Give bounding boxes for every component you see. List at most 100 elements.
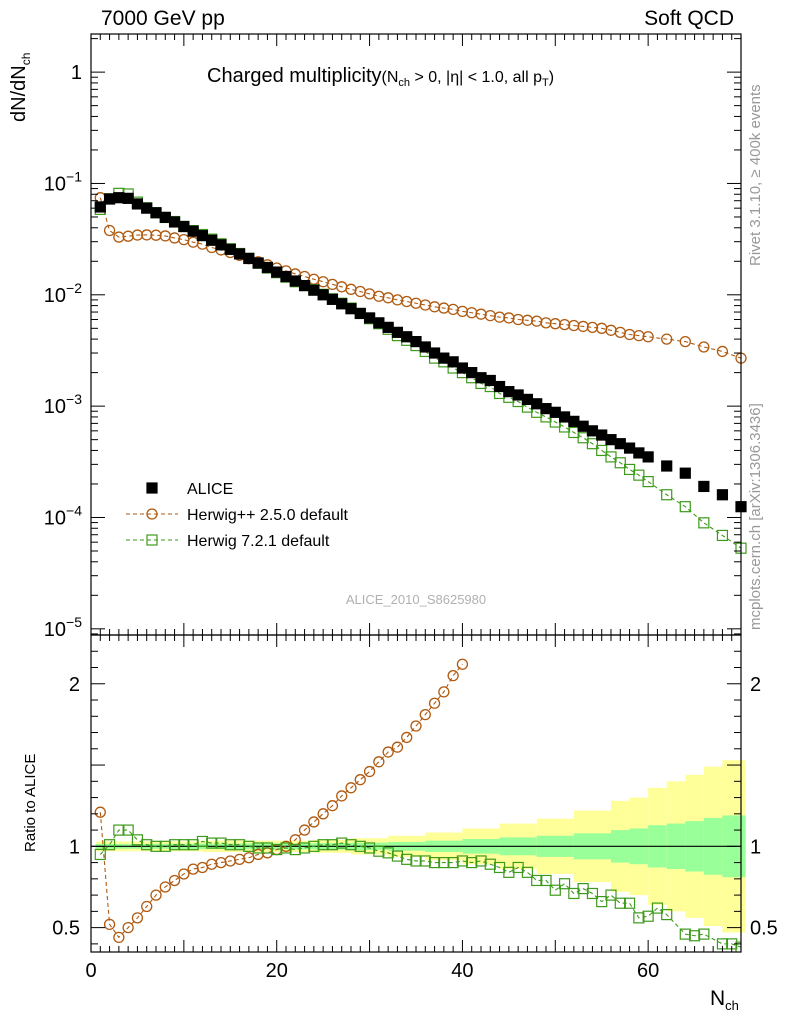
alice-point bbox=[336, 298, 348, 310]
herwigpp-ratio-point bbox=[113, 931, 125, 944]
alice-point bbox=[178, 220, 190, 233]
alice-point bbox=[94, 201, 106, 213]
alice-point bbox=[271, 266, 283, 278]
herwig7-ratio-point bbox=[428, 856, 441, 869]
alice-point bbox=[512, 389, 524, 401]
chart-title-suffix: (Nch > 0, |η| < 1.0, all pT) bbox=[381, 69, 555, 90]
herwigpp-point bbox=[642, 331, 654, 343]
alice-point bbox=[215, 239, 227, 251]
alice-point bbox=[243, 252, 255, 265]
alice-point bbox=[577, 420, 589, 432]
alice-point bbox=[141, 202, 153, 214]
alice-point bbox=[623, 442, 636, 454]
alice-point bbox=[131, 198, 144, 210]
herwig7-ratio-point bbox=[243, 840, 255, 852]
herwig7-ratio-point bbox=[196, 835, 209, 848]
alice-point bbox=[280, 270, 292, 283]
tick-labels: 0 20 40 60 1 10−1 10−2 10−3 10−4 10−5 0.5 0.5 1 1 2 2 bbox=[44, 62, 778, 982]
herwig7-ratio-point bbox=[484, 858, 496, 870]
herwig7-ratio-point bbox=[698, 928, 710, 940]
herwigpp-ratio-point bbox=[401, 731, 413, 744]
herwigpp-line bbox=[99, 197, 742, 359]
herwig7-ratio-point bbox=[735, 941, 741, 952]
herwig7-ratio-point bbox=[215, 837, 227, 849]
herwig7-ratio-point bbox=[558, 878, 571, 890]
herwig7-ratio-point bbox=[317, 839, 329, 851]
alice-point bbox=[503, 386, 515, 398]
alice-point bbox=[159, 211, 171, 223]
herwigpp-ratio-point bbox=[326, 800, 339, 812]
herwig7-point bbox=[633, 469, 645, 481]
herwigpp-point bbox=[716, 345, 729, 358]
herwig7-ratio-point bbox=[679, 928, 691, 940]
herwig7-ratio-point bbox=[354, 840, 366, 852]
herwigpp-ratio-point bbox=[428, 697, 441, 709]
alice-point bbox=[596, 429, 608, 441]
alice-point bbox=[113, 192, 125, 204]
herwigpp-point bbox=[345, 283, 357, 295]
herwig7-ratio-point bbox=[521, 866, 534, 878]
herwig7-point bbox=[586, 438, 599, 450]
herwig7-ratio-point bbox=[289, 843, 301, 856]
herwigpp-point bbox=[493, 311, 506, 323]
herwig7-point bbox=[577, 432, 589, 444]
herwig7-ratio-point bbox=[298, 842, 311, 854]
alice-point bbox=[363, 312, 376, 324]
ratio-series bbox=[94, 658, 741, 952]
herwig7-ratio-point bbox=[345, 839, 357, 851]
herwig7-ratio-line bbox=[99, 829, 741, 948]
herwigpp-ratio-point bbox=[298, 824, 311, 836]
alice-point bbox=[298, 279, 311, 292]
herwigpp-ratio-line bbox=[99, 663, 463, 939]
herwigpp-ratio-point bbox=[447, 669, 459, 682]
herwig7-point bbox=[623, 463, 636, 476]
lower-y-tick-label-right: 2 bbox=[750, 674, 761, 696]
herwig7-ratio-point bbox=[391, 850, 404, 862]
alice-point bbox=[196, 230, 209, 242]
herwig7-point bbox=[596, 444, 608, 457]
herwig7-ratio-point bbox=[141, 839, 153, 851]
herwig7-ratio-point bbox=[447, 856, 459, 869]
herwig7-ratio-point bbox=[308, 840, 320, 852]
x-tick-label: 60 bbox=[637, 960, 659, 982]
alice-point bbox=[428, 347, 441, 359]
herwig7-ratio-point bbox=[456, 855, 469, 867]
herwigpp-ratio-point bbox=[141, 900, 153, 913]
alice-point bbox=[586, 425, 599, 437]
herwig7-point bbox=[679, 501, 691, 513]
alice-point bbox=[168, 216, 181, 228]
herwigpp-point bbox=[317, 276, 329, 288]
herwigpp-ratio-point bbox=[382, 746, 394, 758]
herwig7-ratio-point bbox=[651, 902, 664, 914]
legend-entry-label: Herwig 7.2.1 default bbox=[187, 533, 330, 550]
alice-point bbox=[642, 451, 654, 463]
herwigpp-point bbox=[103, 224, 116, 237]
lower-y-tick-label-right: 0.5 bbox=[750, 918, 778, 940]
herwigpp-ratio-point bbox=[336, 790, 348, 802]
x-tick-label: 0 bbox=[85, 960, 96, 982]
herwig7-ratio-point bbox=[168, 839, 181, 851]
herwig7-ratio-point bbox=[549, 884, 561, 896]
upper-y-tick-label: 10−2 bbox=[44, 280, 82, 307]
herwig7-ratio-point bbox=[633, 912, 645, 924]
herwig7-ratio-point bbox=[410, 855, 422, 867]
alice-point bbox=[317, 289, 329, 301]
herwig7-ratio-point bbox=[466, 856, 478, 869]
rivet-label: Rivet 3.1.10, ≥ 400k events bbox=[747, 84, 764, 266]
legend-entry-label: ALICE bbox=[187, 481, 233, 498]
legend-herwig7-marker bbox=[146, 534, 158, 546]
lower-y-tick-label: 1 bbox=[69, 836, 80, 858]
alice-point bbox=[103, 193, 116, 205]
herwig7-ratio-point bbox=[614, 897, 626, 909]
herwig7-ratio-point bbox=[206, 837, 218, 849]
herwig7-ratio-point bbox=[113, 824, 125, 836]
herwig7-point bbox=[661, 489, 673, 501]
alice-point bbox=[661, 460, 673, 472]
alice-point bbox=[438, 352, 450, 364]
x-tick-label: 40 bbox=[451, 960, 473, 982]
herwig7-ratio-point bbox=[187, 839, 199, 851]
alice-point bbox=[122, 192, 134, 204]
chart-title-main: Charged multiplicity bbox=[207, 65, 382, 87]
herwigpp-ratio-point bbox=[317, 808, 329, 820]
alice-point bbox=[252, 257, 264, 269]
